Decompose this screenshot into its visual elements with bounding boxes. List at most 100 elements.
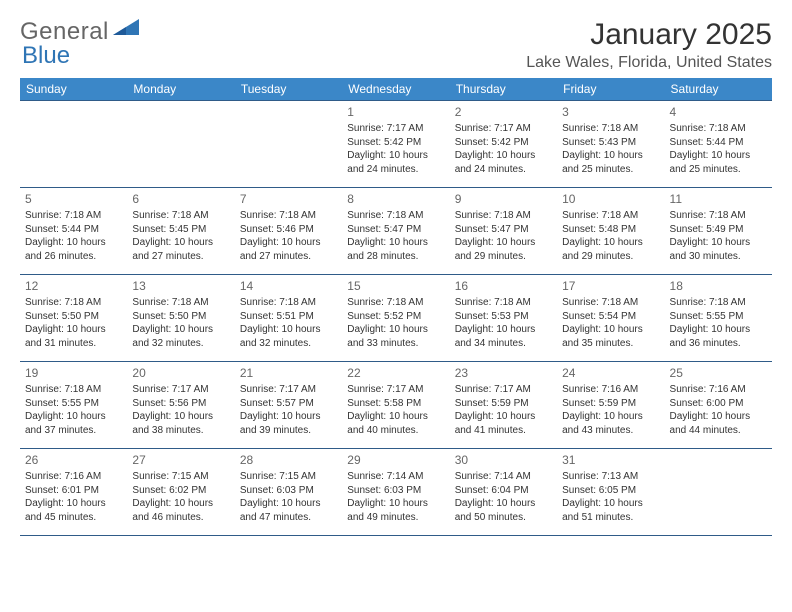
day-info-line: Daylight: 10 hours	[455, 236, 552, 250]
day-info-line: Sunrise: 7:18 AM	[670, 122, 767, 136]
day-info-line: Sunrise: 7:18 AM	[25, 383, 122, 397]
day-number: 20	[132, 365, 229, 381]
day-info-line: and 39 minutes.	[240, 424, 337, 438]
day-info-line: Sunrise: 7:13 AM	[562, 470, 659, 484]
day-info-line: Sunrise: 7:15 AM	[240, 470, 337, 484]
day-info-line: Sunrise: 7:17 AM	[347, 383, 444, 397]
day-cell: 2Sunrise: 7:17 AMSunset: 5:42 PMDaylight…	[450, 101, 557, 187]
day-info-line: Sunset: 5:51 PM	[240, 310, 337, 324]
day-info-line: Sunset: 5:48 PM	[562, 223, 659, 237]
day-info-line: and 46 minutes.	[132, 511, 229, 525]
day-info-line: and 29 minutes.	[455, 250, 552, 264]
day-number: 25	[670, 365, 767, 381]
weekday-header: Monday	[127, 78, 234, 100]
logo-text-blue: Blue	[22, 42, 70, 70]
day-info-line: Sunset: 5:45 PM	[132, 223, 229, 237]
day-cell: 18Sunrise: 7:18 AMSunset: 5:55 PMDayligh…	[665, 275, 772, 361]
day-info-line: Daylight: 10 hours	[670, 323, 767, 337]
day-info-line: and 32 minutes.	[240, 337, 337, 351]
day-info-line: Daylight: 10 hours	[670, 236, 767, 250]
day-info-line: and 24 minutes.	[347, 163, 444, 177]
day-info-line: Daylight: 10 hours	[132, 236, 229, 250]
day-info-line: Daylight: 10 hours	[347, 236, 444, 250]
week-row: 1Sunrise: 7:17 AMSunset: 5:42 PMDaylight…	[20, 100, 772, 187]
day-info-line: Daylight: 10 hours	[455, 497, 552, 511]
day-cell	[127, 101, 234, 187]
day-cell: 11Sunrise: 7:18 AMSunset: 5:49 PMDayligh…	[665, 188, 772, 274]
day-info-line: Daylight: 10 hours	[562, 410, 659, 424]
day-info-line: Daylight: 10 hours	[347, 323, 444, 337]
day-info-line: Daylight: 10 hours	[132, 497, 229, 511]
day-info-line: Daylight: 10 hours	[562, 323, 659, 337]
day-number: 19	[25, 365, 122, 381]
day-info-line: Sunrise: 7:18 AM	[670, 296, 767, 310]
day-info-line: Sunset: 5:43 PM	[562, 136, 659, 150]
day-number: 29	[347, 452, 444, 468]
week-row: 19Sunrise: 7:18 AMSunset: 5:55 PMDayligh…	[20, 361, 772, 448]
day-info-line: and 34 minutes.	[455, 337, 552, 351]
day-cell: 6Sunrise: 7:18 AMSunset: 5:45 PMDaylight…	[127, 188, 234, 274]
day-info-line: Sunrise: 7:17 AM	[240, 383, 337, 397]
day-cell: 16Sunrise: 7:18 AMSunset: 5:53 PMDayligh…	[450, 275, 557, 361]
day-cell: 17Sunrise: 7:18 AMSunset: 5:54 PMDayligh…	[557, 275, 664, 361]
day-info-line: and 28 minutes.	[347, 250, 444, 264]
weeks-container: 1Sunrise: 7:17 AMSunset: 5:42 PMDaylight…	[20, 100, 772, 536]
day-cell: 28Sunrise: 7:15 AMSunset: 6:03 PMDayligh…	[235, 449, 342, 535]
day-info-line: Sunrise: 7:18 AM	[562, 209, 659, 223]
day-number: 6	[132, 191, 229, 207]
location-subtitle: Lake Wales, Florida, United States	[526, 54, 772, 72]
day-info-line: Sunset: 5:44 PM	[670, 136, 767, 150]
day-info-line: Daylight: 10 hours	[562, 236, 659, 250]
day-info-line: Sunrise: 7:18 AM	[132, 296, 229, 310]
day-cell: 4Sunrise: 7:18 AMSunset: 5:44 PMDaylight…	[665, 101, 772, 187]
day-info-line: and 25 minutes.	[670, 163, 767, 177]
day-info-line: and 33 minutes.	[347, 337, 444, 351]
day-info-line: Sunset: 6:04 PM	[455, 484, 552, 498]
day-info-line: Daylight: 10 hours	[132, 323, 229, 337]
logo-triangle-icon	[113, 19, 139, 39]
day-cell: 14Sunrise: 7:18 AMSunset: 5:51 PMDayligh…	[235, 275, 342, 361]
day-info-line: Sunrise: 7:18 AM	[455, 209, 552, 223]
day-info-line: Sunset: 5:42 PM	[455, 136, 552, 150]
weekday-header: Tuesday	[235, 78, 342, 100]
day-cell: 10Sunrise: 7:18 AMSunset: 5:48 PMDayligh…	[557, 188, 664, 274]
day-info-line: Sunset: 5:42 PM	[347, 136, 444, 150]
day-info-line: Daylight: 10 hours	[347, 410, 444, 424]
day-number: 13	[132, 278, 229, 294]
day-cell: 5Sunrise: 7:18 AMSunset: 5:44 PMDaylight…	[20, 188, 127, 274]
day-number: 4	[670, 104, 767, 120]
day-cell	[235, 101, 342, 187]
day-number: 21	[240, 365, 337, 381]
day-info-line: Sunrise: 7:18 AM	[670, 209, 767, 223]
day-number: 1	[347, 104, 444, 120]
day-number: 30	[455, 452, 552, 468]
day-info-line: and 47 minutes.	[240, 511, 337, 525]
day-number: 24	[562, 365, 659, 381]
week-row: 26Sunrise: 7:16 AMSunset: 6:01 PMDayligh…	[20, 448, 772, 536]
day-info-line: Sunset: 6:02 PM	[132, 484, 229, 498]
day-info-line: and 35 minutes.	[562, 337, 659, 351]
day-info-line: and 40 minutes.	[347, 424, 444, 438]
day-info-line: Sunrise: 7:18 AM	[240, 209, 337, 223]
day-info-line: Daylight: 10 hours	[562, 149, 659, 163]
weekday-header: Wednesday	[342, 78, 449, 100]
day-info-line: Sunrise: 7:18 AM	[25, 296, 122, 310]
day-info-line: Daylight: 10 hours	[670, 410, 767, 424]
day-info-line: Daylight: 10 hours	[25, 497, 122, 511]
day-info-line: and 51 minutes.	[562, 511, 659, 525]
day-info-line: Sunset: 5:52 PM	[347, 310, 444, 324]
page-header: General January 2025 Lake Wales, Florida…	[20, 18, 772, 72]
day-cell: 29Sunrise: 7:14 AMSunset: 6:03 PMDayligh…	[342, 449, 449, 535]
day-cell	[20, 101, 127, 187]
day-info-line: and 24 minutes.	[455, 163, 552, 177]
day-info-line: Sunrise: 7:18 AM	[562, 296, 659, 310]
day-cell: 25Sunrise: 7:16 AMSunset: 6:00 PMDayligh…	[665, 362, 772, 448]
day-info-line: and 43 minutes.	[562, 424, 659, 438]
day-info-line: Sunrise: 7:17 AM	[455, 122, 552, 136]
day-info-line: Sunrise: 7:16 AM	[25, 470, 122, 484]
day-info-line: and 31 minutes.	[25, 337, 122, 351]
day-info-line: Daylight: 10 hours	[25, 236, 122, 250]
day-info-line: Daylight: 10 hours	[455, 149, 552, 163]
day-info-line: and 37 minutes.	[25, 424, 122, 438]
day-number: 23	[455, 365, 552, 381]
